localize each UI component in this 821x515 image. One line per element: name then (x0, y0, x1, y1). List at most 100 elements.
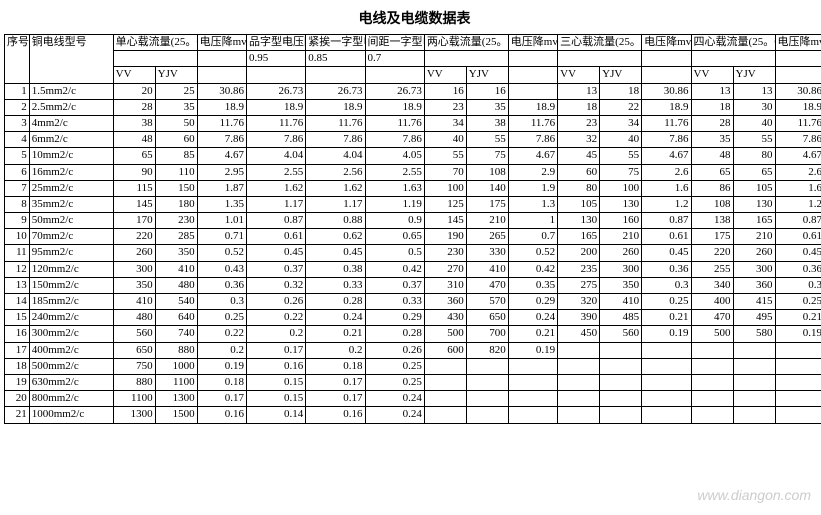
cell: 255 (691, 261, 733, 277)
cell: 495 (733, 310, 775, 326)
cell: 0.19 (508, 342, 557, 358)
cell: 2.56 (306, 164, 365, 180)
cell: 0.16 (247, 358, 306, 374)
cell: 1 (508, 213, 557, 229)
cell: 0.2 (306, 342, 365, 358)
h2-blank5 (558, 51, 642, 67)
cell: 0.65 (365, 229, 424, 245)
cell (558, 407, 600, 423)
cell: 2.9 (508, 164, 557, 180)
cell: 90 (113, 164, 155, 180)
cell (733, 407, 775, 423)
cell: 230 (424, 245, 466, 261)
cell: 410 (600, 294, 642, 310)
cell: 105 (558, 196, 600, 212)
cell: 2.5mm2/c (29, 99, 113, 115)
cell: 0.22 (247, 310, 306, 326)
cell: 105 (733, 180, 775, 196)
cell: 16mm2/c (29, 164, 113, 180)
cell: 0.52 (197, 245, 246, 261)
cell: 3 (5, 115, 30, 131)
cell: 18.9 (508, 99, 557, 115)
cell: 108 (466, 164, 508, 180)
table-row: 12120mm2/c3004100.430.370.380.422704100.… (5, 261, 821, 277)
cell: 0.21 (306, 326, 365, 342)
cell: 1100 (113, 391, 155, 407)
cell: 0.33 (365, 294, 424, 310)
cell: 14 (5, 294, 30, 310)
cell: 300 (113, 261, 155, 277)
cell: 13 (733, 83, 775, 99)
cell: 210 (733, 229, 775, 245)
cell: 240mm2/c (29, 310, 113, 326)
cell: 60 (155, 132, 197, 148)
cell: 0.21 (642, 310, 691, 326)
baseline-jian: 0.7 (365, 51, 424, 67)
cell: 108 (691, 196, 733, 212)
h3-b6 (642, 67, 691, 83)
cell: 1300 (155, 391, 197, 407)
cell: 0.36 (775, 261, 821, 277)
cell: 0.3 (642, 277, 691, 293)
h3-vv3: VV (558, 67, 600, 83)
cell: 0.19 (197, 358, 246, 374)
cell (691, 342, 733, 358)
cell: 410 (113, 294, 155, 310)
cell: 60 (558, 164, 600, 180)
cell: 0.25 (365, 358, 424, 374)
cell: 410 (466, 261, 508, 277)
cell: 1 (5, 83, 30, 99)
cell: 85 (155, 148, 197, 164)
cell (642, 358, 691, 374)
cell (508, 83, 557, 99)
cell: 1500 (155, 407, 197, 423)
table-row: 616mm2/c901102.952.552.562.55701082.9607… (5, 164, 821, 180)
cell: 75 (466, 148, 508, 164)
cell: 26.73 (306, 83, 365, 99)
cell: 165 (558, 229, 600, 245)
table-row: 211000mm2/c130015000.160.140.160.24 (5, 407, 821, 423)
cell: 40 (733, 115, 775, 131)
cell: 650 (466, 310, 508, 326)
cell: 100 (424, 180, 466, 196)
cell: 55 (466, 132, 508, 148)
cell: 35 (691, 132, 733, 148)
cell: 1.62 (247, 180, 306, 196)
cell: 310 (424, 277, 466, 293)
cell: 1.87 (197, 180, 246, 196)
cell: 7.86 (197, 132, 246, 148)
table-row: 17400mm2/c6508800.20.170.20.266008200.19 (5, 342, 821, 358)
table-row: 11.5mm2/c202530.8626.7326.7326.731616131… (5, 83, 821, 99)
h3-yjv2: YJV (466, 67, 508, 83)
cell: 30.86 (775, 83, 821, 99)
cell: 11.76 (642, 115, 691, 131)
col-three-core: 三心载流量(25。C)(A) (558, 35, 642, 51)
cell (424, 407, 466, 423)
h3-b7 (775, 67, 821, 83)
cell: 150mm2/c (29, 277, 113, 293)
cell: 260 (733, 245, 775, 261)
cell: 1.6 (775, 180, 821, 196)
cell (775, 342, 821, 358)
cell: 11.76 (775, 115, 821, 131)
cell: 4.05 (365, 148, 424, 164)
cell: 350 (155, 245, 197, 261)
cell: 410 (155, 261, 197, 277)
cell: 415 (733, 294, 775, 310)
cell: 0.17 (306, 374, 365, 390)
cell: 0.14 (247, 407, 306, 423)
cell: 190 (424, 229, 466, 245)
cell (775, 374, 821, 390)
cell: 13 (558, 83, 600, 99)
cell: 1.62 (306, 180, 365, 196)
cell: 23 (424, 99, 466, 115)
cell: 1.01 (197, 213, 246, 229)
cell: 11.76 (508, 115, 557, 131)
cell (642, 342, 691, 358)
cell: 40 (424, 132, 466, 148)
cell: 165 (733, 213, 775, 229)
cell: 20 (113, 83, 155, 99)
cell: 45 (558, 148, 600, 164)
cell: 1000 (155, 358, 197, 374)
table-row: 20800mm2/c110013000.170.150.170.24 (5, 391, 821, 407)
